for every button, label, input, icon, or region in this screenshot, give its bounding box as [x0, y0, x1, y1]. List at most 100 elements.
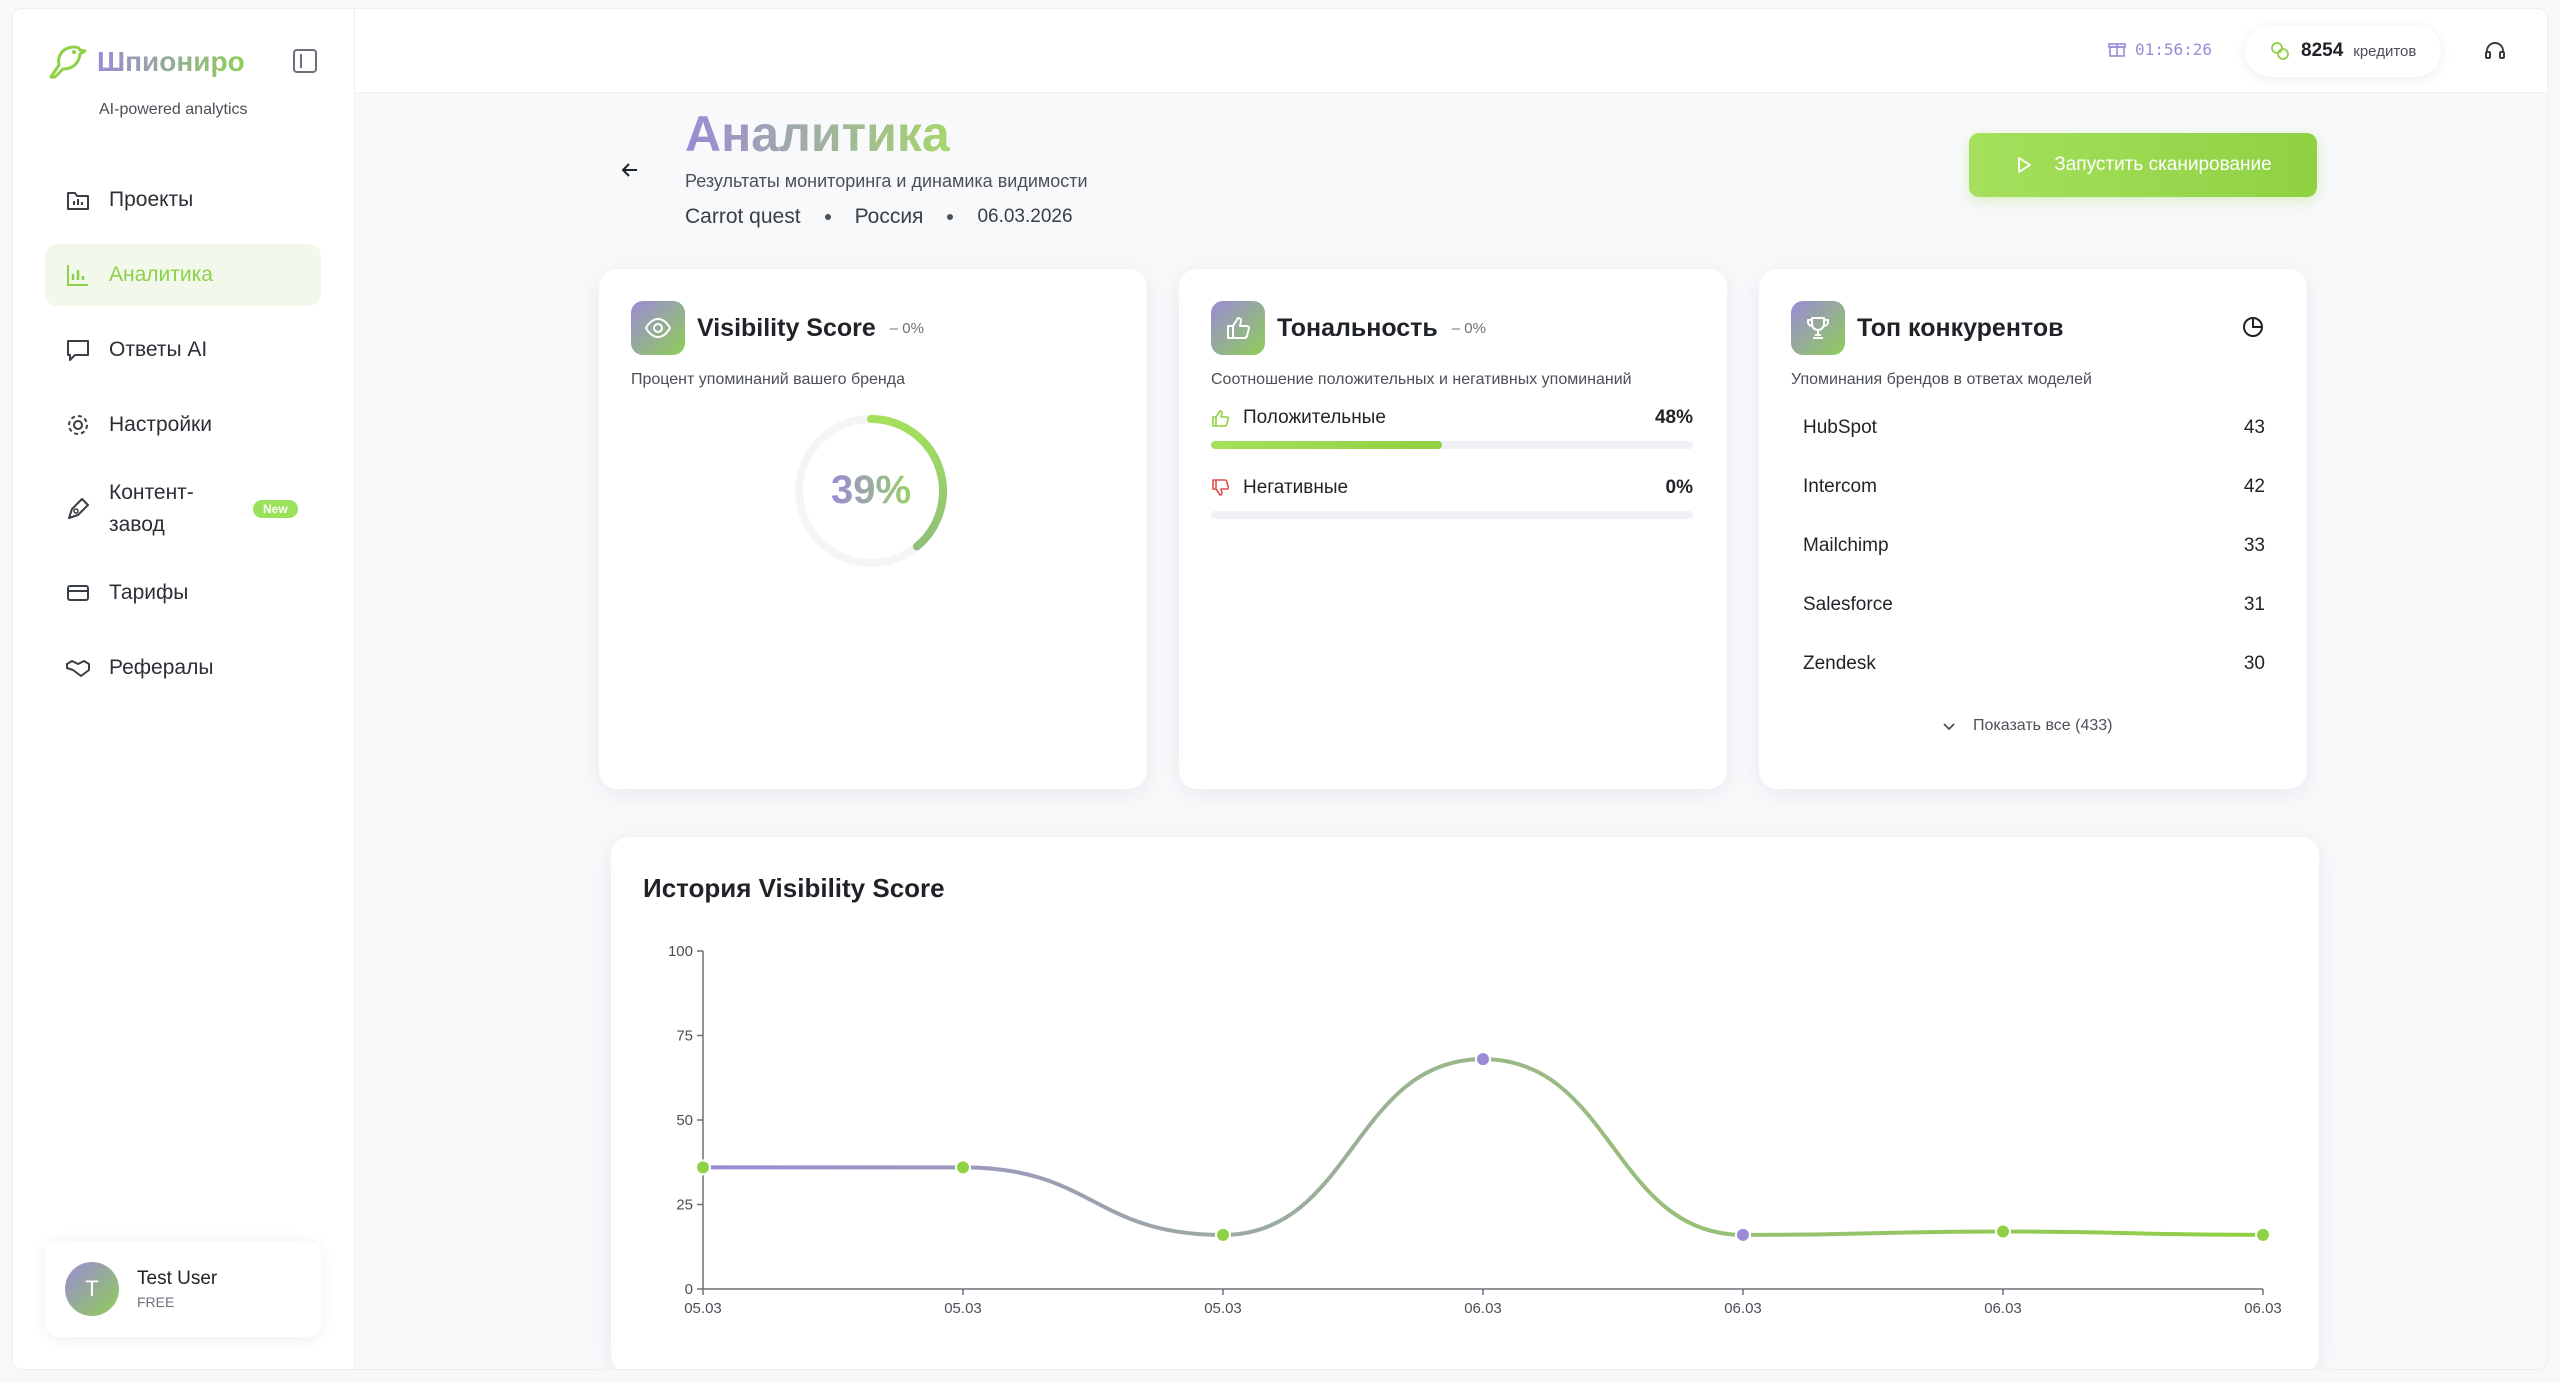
sidebar-item-label: Контент-завод [109, 481, 194, 536]
separator-dot [824, 214, 831, 220]
sidebar-item-tariffs[interactable]: Тарифы [45, 562, 321, 624]
x-tick-label: 05.03 [1204, 1300, 1242, 1317]
competitor-name: Intercom [1803, 476, 1877, 497]
sidebar-item-settings[interactable]: Настройки [45, 394, 321, 456]
brand-tagline: AI-powered analytics [99, 101, 248, 118]
headset-icon[interactable] [2483, 39, 2507, 63]
handshake-icon [66, 660, 90, 677]
competitor-name: Salesforce [1803, 594, 1893, 615]
credits-pill[interactable]: 8254 кредитов [2245, 25, 2441, 77]
chart-title: История Visibility Score [643, 873, 945, 903]
project-name: Carrot quest [685, 205, 801, 228]
data-point [1735, 1226, 1751, 1243]
positive-percent: 48% [1654, 407, 1693, 428]
user-card[interactable]: T Test User FREE [45, 1241, 321, 1337]
competitors-title: Топ конкурентов [1857, 313, 2064, 342]
x-tick-label: 05.03 [944, 1300, 982, 1317]
gauge-arc [867, 415, 947, 551]
new-badge: New [253, 500, 298, 518]
visibility-delta: – 0% [889, 319, 924, 337]
start-scan-button[interactable]: Запустить сканирование [1969, 133, 2317, 197]
sidebar-item-label: Проекты [109, 188, 194, 211]
thumbs-down-icon [1212, 479, 1230, 496]
negative-bar-track [1211, 511, 1693, 519]
sidebar-item-projects[interactable]: Проекты [45, 169, 321, 231]
credits-value: 8254 [2301, 40, 2344, 61]
coins-icon [2271, 42, 2289, 60]
show-all-label: Показать все (433) [1973, 717, 2113, 734]
project-date: 06.03.2026 [977, 206, 1073, 227]
sidebar-item-label: Настройки [109, 413, 212, 436]
series-line [701, 1057, 2265, 1237]
positive-bar-track [1211, 441, 1693, 449]
list-item[interactable]: HubSpot 43 [1803, 417, 2265, 476]
list-item[interactable]: Mailchimp 33 [1803, 535, 2265, 594]
trophy-icon [1791, 301, 1845, 355]
y-tick-label: 75 [676, 1028, 693, 1045]
positive-label: Положительные [1243, 407, 1386, 428]
data-point [695, 1159, 711, 1176]
list-item[interactable]: Salesforce 31 [1803, 594, 2265, 653]
sidebar-item-referrals[interactable]: Рефералы [45, 637, 321, 699]
visibility-value: 39% [831, 468, 911, 512]
y-tick-label: 0 [685, 1281, 693, 1298]
page-title: Аналитика [685, 106, 950, 162]
sidebar-item-label: Аналитика [109, 263, 213, 286]
project-region: Россия [854, 205, 924, 228]
competitor-count: 42 [2243, 476, 2265, 497]
competitor-name: HubSpot [1803, 417, 1877, 438]
back-arrow-icon[interactable] [619, 159, 641, 181]
topbar: 01:56:26 8254 кредитов [355, 9, 2547, 93]
start-scan-label: Запустить сканирование [2054, 154, 2272, 175]
sidebar: Шпиониро AI-powered analytics Проекты Ан… [13, 9, 355, 1369]
competitor-count: 31 [2243, 594, 2265, 615]
visibility-history-card: История Visibility Score 0 25 50 75 100 05.03… [611, 837, 2319, 1369]
competitors-description: Упоминания брендов в ответах моделей [1791, 371, 2092, 388]
user-name: Test User [137, 1268, 218, 1289]
sidebar-item-label: Ответы AI [109, 338, 208, 361]
data-point [955, 1159, 971, 1176]
positive-row: Положительные 48% [1211, 407, 1693, 449]
gift-icon [2108, 43, 2126, 57]
gift-timer[interactable]: 01:56:26 [2107, 39, 2212, 59]
gear-icon [68, 415, 88, 435]
sidebar-item-analytics[interactable]: Аналитика [45, 244, 321, 306]
sidebar-item-ai-answers[interactable]: Ответы AI [45, 319, 321, 381]
brand-name: Шпиониро [97, 46, 245, 77]
user-plan: FREE [137, 1294, 175, 1310]
brand-logo[interactable]: Шпиониро [45, 41, 245, 83]
competitors-list: HubSpot 43 Intercom 42 Mailchimp 33 Salesfo… [1803, 417, 2265, 712]
eye-icon [631, 301, 685, 355]
sidebar-item-label: Тарифы [109, 581, 189, 604]
page-subtitle: Результаты мониторинга и динамика видимо… [685, 171, 1088, 191]
sidebar-item-content-factory[interactable]: Контент-завод New [45, 469, 321, 549]
list-item[interactable]: Intercom 42 [1803, 476, 2265, 535]
avatar: T [65, 1262, 119, 1316]
sidebar-nav: Проекты Аналитика Ответы AI Настройки Ко… [45, 169, 321, 712]
show-all-button[interactable]: Показать все (433) [1941, 717, 2112, 735]
data-point [2255, 1226, 2271, 1243]
data-point [1215, 1226, 1231, 1243]
competitor-count: 43 [2243, 417, 2265, 438]
competitor-name: Zendesk [1803, 653, 1876, 674]
tonality-card: Тональность – 0% Соотношение положительн… [1179, 269, 1727, 789]
competitor-count: 30 [2243, 653, 2265, 674]
negative-label: Негативные [1243, 477, 1349, 498]
separator-dot [947, 214, 954, 220]
collapse-sidebar-icon[interactable] [293, 49, 317, 73]
play-icon [2018, 157, 2032, 173]
y-tick-label: 100 [668, 943, 693, 960]
pie-chart-icon[interactable] [2241, 315, 2265, 339]
timer-value: 01:56:26 [2135, 39, 2213, 59]
y-tick-label: 25 [676, 1197, 693, 1214]
positive-bar-fill [1211, 441, 1443, 449]
x-tick-label: 05.03 [684, 1300, 722, 1317]
chevron-down-icon [1943, 723, 1955, 731]
app-window: Шпиониро AI-powered analytics Проекты Ан… [12, 8, 2548, 1370]
negative-percent: 0% [1665, 477, 1693, 498]
visibility-title: Visibility Score [697, 313, 876, 342]
folder-icon [67, 192, 89, 210]
list-item[interactable]: Zendesk 30 [1803, 653, 2265, 712]
tonality-delta: – 0% [1451, 319, 1486, 337]
tonality-description: Соотношение положительных и негативных у… [1211, 371, 1632, 388]
